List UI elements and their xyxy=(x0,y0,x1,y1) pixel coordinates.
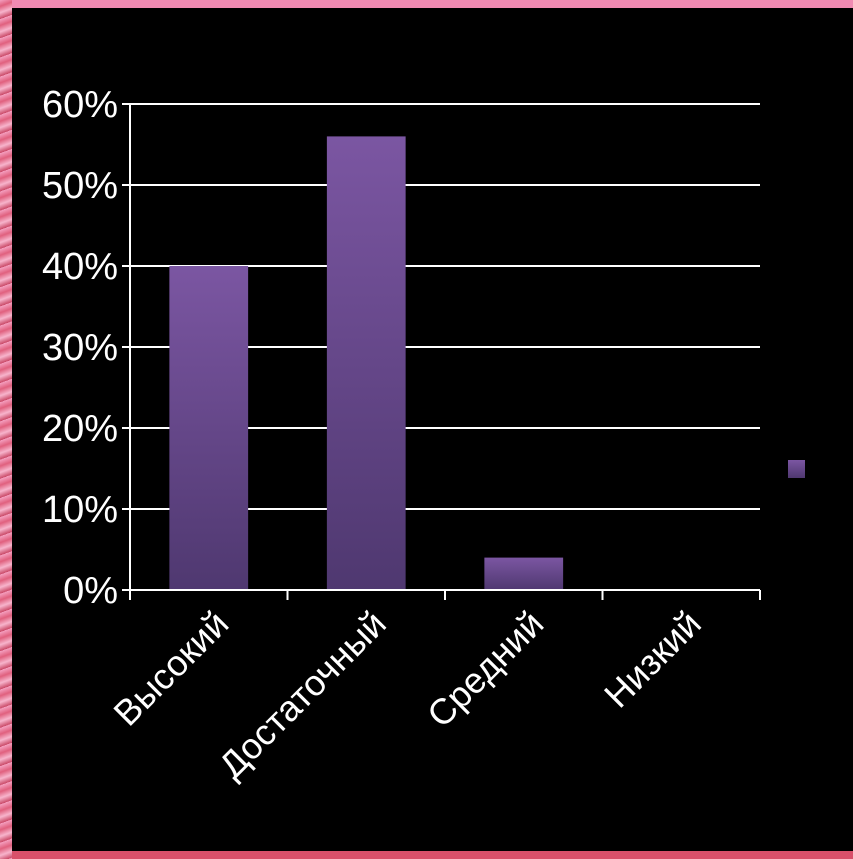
x-category-label: Достаточный xyxy=(211,603,394,786)
y-tick-label: 0% xyxy=(63,570,118,612)
y-tick-label: 10% xyxy=(42,489,118,531)
bars xyxy=(169,136,564,590)
y-tick-label: 50% xyxy=(42,165,118,207)
decorative-left-border xyxy=(0,0,12,859)
y-tick-label: 30% xyxy=(42,327,118,369)
legend-swatch xyxy=(788,460,805,478)
bar-0 xyxy=(169,266,249,590)
chart-background xyxy=(12,8,853,851)
x-category-label: Высокий xyxy=(105,603,236,734)
y-tick-label: 60% xyxy=(42,84,118,126)
y-tick-labels: 0% 10% 20% 30% 40% 50% 60% xyxy=(42,84,118,612)
x-category-label: Низкий xyxy=(596,603,709,716)
axes xyxy=(129,104,761,600)
bar-2 xyxy=(484,557,564,590)
x-category-label: Средний xyxy=(419,603,551,735)
bar-1 xyxy=(326,136,406,590)
y-tick-label: 20% xyxy=(42,408,118,450)
y-tick-label: 40% xyxy=(42,246,118,288)
